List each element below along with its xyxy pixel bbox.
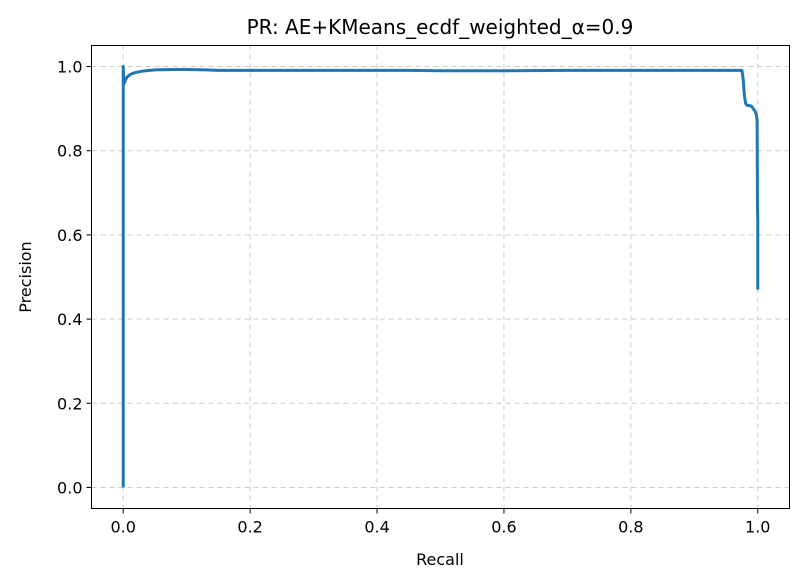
series-layer <box>123 67 758 488</box>
y-tick-label: 0.0 <box>57 478 82 497</box>
x-tick-label: 0.6 <box>491 518 516 537</box>
y-tick-label: 0.6 <box>57 226 82 245</box>
y-axis-label: Precision <box>16 241 35 312</box>
pr-curve-line <box>123 67 758 488</box>
x-tick-label: 0.4 <box>364 518 389 537</box>
x-tick-label: 0.0 <box>111 518 136 537</box>
y-tick-label: 1.0 <box>57 58 82 77</box>
y-tick-label: 0.2 <box>57 394 82 413</box>
x-axis: 0.0 0.2 0.4 0.6 0.8 1.0 <box>111 509 771 537</box>
x-tick-label: 0.8 <box>618 518 643 537</box>
y-axis: 0.0 0.2 0.4 0.6 0.8 1.0 <box>57 58 91 498</box>
chart-title: PR: AE+KMeans_ecdf_weighted_α=0.9 <box>247 15 634 39</box>
y-tick-label: 0.8 <box>57 142 82 161</box>
grid <box>92 46 790 509</box>
x-tick-label: 1.0 <box>745 518 770 537</box>
plot-frame <box>92 46 790 509</box>
y-tick-label: 0.4 <box>57 310 82 329</box>
x-axis-label: Recall <box>416 550 464 569</box>
x-tick-label: 0.2 <box>237 518 262 537</box>
